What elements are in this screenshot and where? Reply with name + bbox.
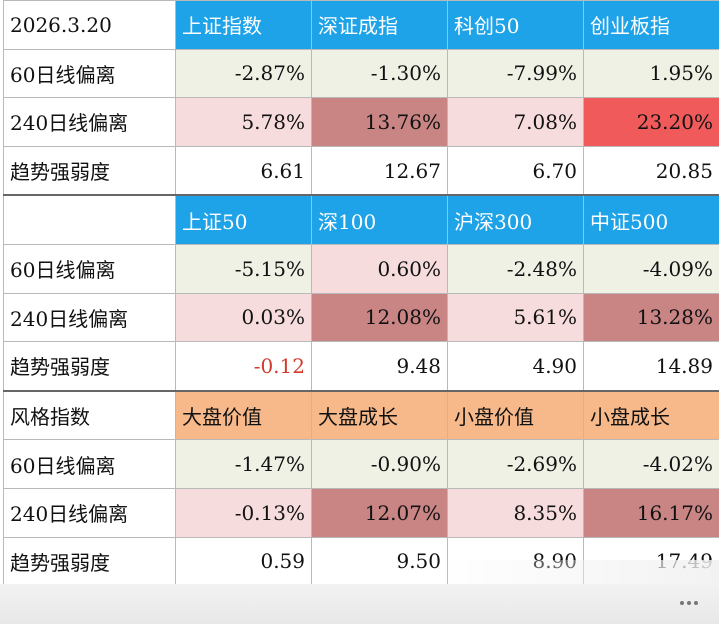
index-name-header: 上证50 (175, 194, 312, 245)
metric-value-cell: -2.48% (447, 243, 584, 294)
metric-value-cell: 9.50 (311, 536, 448, 587)
table-row: 60日线偏离 -1.47% -0.90% -2.69% -4.02% (3, 439, 719, 489)
metric-value-cell: 6.61 (175, 145, 312, 196)
index-deviation-table: 2026.3.20 上证指数 深证成指 科创50 创业板指 60日线偏离 -2.87% -1.… (3, 0, 719, 587)
metric-value-cell: 13.28% (583, 292, 719, 343)
section-header-row: 上证50 深100 沪深300 中证500 (3, 194, 719, 245)
metric-value-cell: 12.07% (311, 487, 448, 538)
metric-value-cell: 9.48 (311, 341, 448, 392)
metric-label: 60日线偏离 (3, 439, 176, 489)
index-name-header: 中证500 (583, 194, 719, 245)
metric-value-cell: 20.85 (583, 145, 719, 196)
index-name-header: 沪深300 (447, 194, 584, 245)
table-row: 240日线偏离 -0.13% 12.07% 8.35% 16.17% (3, 487, 719, 538)
section-header-row: 风格指数 大盘价值 大盘成长 小盘价值 小盘成长 (3, 389, 719, 441)
table-row: 60日线偏离 -5.15% 0.60% -2.48% -4.09% (3, 243, 719, 294)
index-name-header: 上证指数 (175, 0, 312, 50)
index-name-header: 深证成指 (311, 0, 448, 50)
section-title-cell: 风格指数 (3, 389, 176, 441)
metric-value-cell: 17.49 (583, 536, 719, 587)
metric-value-cell: 1.95% (583, 48, 719, 99)
metric-value-cell: 14.89 (583, 341, 719, 392)
metric-value-cell: 12.67 (311, 145, 448, 196)
metric-value-cell: -0.13% (175, 487, 312, 538)
table-row: 趋势强弱度 -0.12 9.48 4.90 14.89 (3, 341, 719, 392)
metric-value-cell: -4.02% (583, 439, 719, 489)
section-header-row: 2026.3.20 上证指数 深证成指 科创50 创业板指 (3, 0, 719, 50)
metric-value-cell: -2.87% (175, 48, 312, 99)
metric-value-cell: -5.15% (175, 243, 312, 294)
metric-value-cell: 7.08% (447, 97, 584, 147)
metric-value-cell: 4.90 (447, 341, 584, 392)
metric-label: 60日线偏离 (3, 243, 176, 294)
index-name-header: 科创50 (447, 0, 584, 50)
more-options-icon[interactable] (677, 591, 701, 615)
metric-value-cell: 6.70 (447, 145, 584, 196)
metric-value-cell: 5.78% (175, 97, 312, 147)
index-name-header: 深100 (311, 194, 448, 245)
index-name-header: 小盘成长 (583, 389, 719, 441)
table-row: 60日线偏离 -2.87% -1.30% -7.99% 1.95% (3, 48, 719, 99)
index-name-header: 大盘价值 (175, 389, 312, 441)
metric-value-cell: -0.90% (311, 439, 448, 489)
table-row: 240日线偏离 5.78% 13.76% 7.08% 23.20% (3, 97, 719, 147)
metric-value-cell: -1.47% (175, 439, 312, 489)
metric-label: 趋势强弱度 (3, 341, 176, 392)
metric-label: 240日线偏离 (3, 292, 176, 343)
metric-label: 240日线偏离 (3, 97, 176, 147)
metric-label: 趋势强弱度 (3, 145, 176, 196)
metric-label: 240日线偏离 (3, 487, 176, 538)
metric-value-cell: -0.12 (175, 341, 312, 392)
metric-value-cell: 5.61% (447, 292, 584, 343)
table-row: 240日线偏离 0.03% 12.08% 5.61% 13.28% (3, 292, 719, 343)
metric-value-cell: 23.20% (583, 97, 719, 147)
metric-value-cell: 8.90 (447, 536, 584, 587)
metric-value-cell: -1.30% (311, 48, 448, 99)
metric-value-cell: 0.60% (311, 243, 448, 294)
index-name-header: 小盘价值 (447, 389, 584, 441)
metric-label: 趋势强弱度 (3, 536, 176, 587)
metric-label: 60日线偏离 (3, 48, 176, 99)
index-name-header: 创业板指 (583, 0, 719, 50)
metric-value-cell: -7.99% (447, 48, 584, 99)
section-title-cell (3, 194, 176, 245)
metric-value-cell: 0.59 (175, 536, 312, 587)
table-row: 趋势强弱度 6.61 12.67 6.70 20.85 (3, 145, 719, 196)
metric-value-cell: 0.03% (175, 292, 312, 343)
table-row: 趋势强弱度 0.59 9.50 8.90 17.49 (3, 536, 719, 587)
index-deviation-table-sheet: 2026.3.20 上证指数 深证成指 科创50 创业板指 60日线偏离 -2.87% -1.… (3, 0, 719, 587)
metric-value-cell: -2.69% (447, 439, 584, 489)
viewer-bottom-bar (0, 584, 719, 624)
index-name-header: 大盘成长 (311, 389, 448, 441)
metric-value-cell: 13.76% (311, 97, 448, 147)
metric-value-cell: 16.17% (583, 487, 719, 538)
metric-value-cell: -4.09% (583, 243, 719, 294)
section-title-cell: 2026.3.20 (3, 0, 176, 50)
metric-value-cell: 12.08% (311, 292, 448, 343)
metric-value-cell: 8.35% (447, 487, 584, 538)
